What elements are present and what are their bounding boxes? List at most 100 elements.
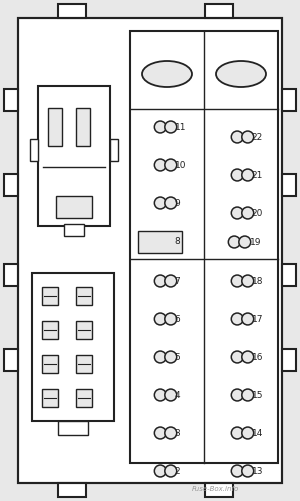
Bar [239,428,246,438]
Bar [56,196,92,218]
Circle shape [154,389,166,401]
Circle shape [165,275,177,287]
Bar [282,174,296,196]
Text: 19: 19 [250,237,261,246]
Text: 18: 18 [251,277,263,286]
Bar [42,389,58,407]
Bar [76,287,92,305]
Bar [64,224,84,236]
Circle shape [165,465,177,477]
Bar [239,390,246,400]
Bar [30,139,38,161]
Circle shape [231,389,243,401]
Text: 3: 3 [175,428,180,437]
Circle shape [242,169,254,181]
Circle shape [154,313,166,325]
Bar [138,231,182,253]
Bar [38,86,110,226]
Text: 11: 11 [175,123,186,131]
Circle shape [165,389,177,401]
Bar [205,4,233,18]
Bar [32,273,114,421]
Circle shape [154,465,166,477]
Circle shape [242,275,254,287]
Bar [236,237,243,247]
Bar [239,466,246,476]
Text: 15: 15 [251,390,263,399]
Circle shape [165,159,177,171]
Text: 13: 13 [251,466,263,475]
Circle shape [231,169,243,181]
Circle shape [154,159,166,171]
Text: 21: 21 [251,170,263,179]
Bar [239,208,246,218]
Circle shape [242,389,254,401]
Text: 8: 8 [175,236,180,245]
Bar [58,421,88,435]
Bar [239,276,246,286]
Circle shape [154,351,166,363]
Bar [205,483,233,497]
Bar [58,483,86,497]
Circle shape [242,427,254,439]
Circle shape [154,121,166,133]
Bar [282,89,296,111]
Text: 7: 7 [175,277,180,286]
Bar [162,466,169,476]
Bar [4,89,18,111]
Bar [4,349,18,371]
Circle shape [231,275,243,287]
Bar [282,264,296,286]
Bar [162,236,169,246]
Bar [110,139,118,161]
Circle shape [165,235,177,247]
Circle shape [231,207,243,219]
Text: 9: 9 [175,198,180,207]
Circle shape [154,427,166,439]
Bar [282,349,296,371]
Text: 17: 17 [251,315,263,324]
Circle shape [165,351,177,363]
Text: 4: 4 [175,390,180,399]
Bar [162,122,169,132]
Circle shape [228,236,240,248]
Text: 16: 16 [251,353,263,362]
Bar [162,352,169,362]
Circle shape [154,275,166,287]
Bar [18,18,282,483]
Bar [42,355,58,373]
Bar [239,170,246,180]
Circle shape [165,427,177,439]
Circle shape [231,427,243,439]
Circle shape [231,351,243,363]
Bar [130,31,278,463]
Circle shape [154,235,166,247]
Text: Fuse-Box.info: Fuse-Box.info [191,486,238,492]
Circle shape [242,351,254,363]
Bar [162,428,169,438]
Bar [162,198,169,208]
Bar [4,174,18,196]
Bar [42,287,58,305]
Bar [239,314,246,324]
Circle shape [165,313,177,325]
Circle shape [165,121,177,133]
Circle shape [231,131,243,143]
Circle shape [231,313,243,325]
Text: 5: 5 [175,353,180,362]
Circle shape [242,131,254,143]
Text: 2: 2 [175,466,180,475]
Circle shape [239,236,251,248]
Circle shape [165,197,177,209]
Bar [42,321,58,339]
Text: 14: 14 [251,428,263,437]
Ellipse shape [142,61,192,87]
Bar [48,108,62,146]
Circle shape [242,207,254,219]
Bar [76,321,92,339]
Bar [162,276,169,286]
Bar [18,18,282,483]
Bar [162,160,169,170]
Text: 10: 10 [175,160,186,169]
Bar [239,132,246,142]
